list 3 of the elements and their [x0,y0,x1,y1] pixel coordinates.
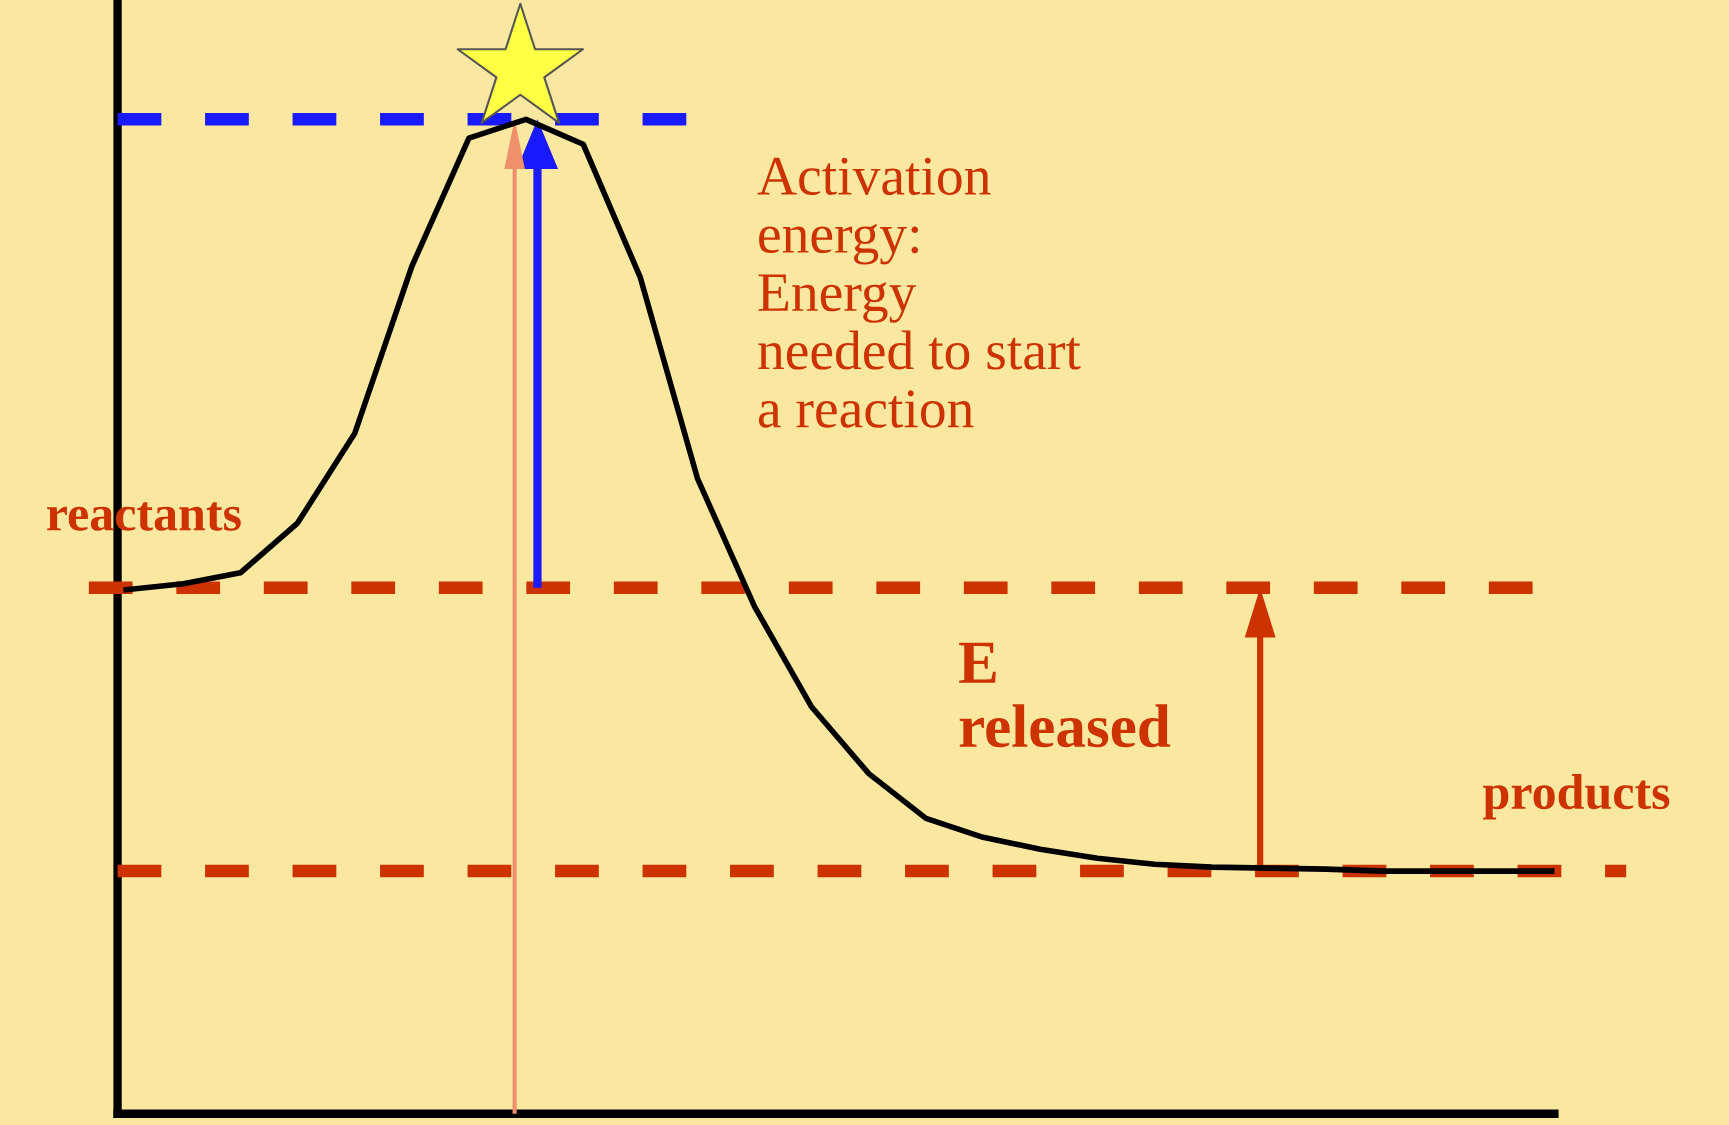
annotation: Activation energy: Energy needed to start a reaction [757,157,1081,428]
annotation: E released [959,642,1171,748]
annotation: products [1483,774,1670,820]
